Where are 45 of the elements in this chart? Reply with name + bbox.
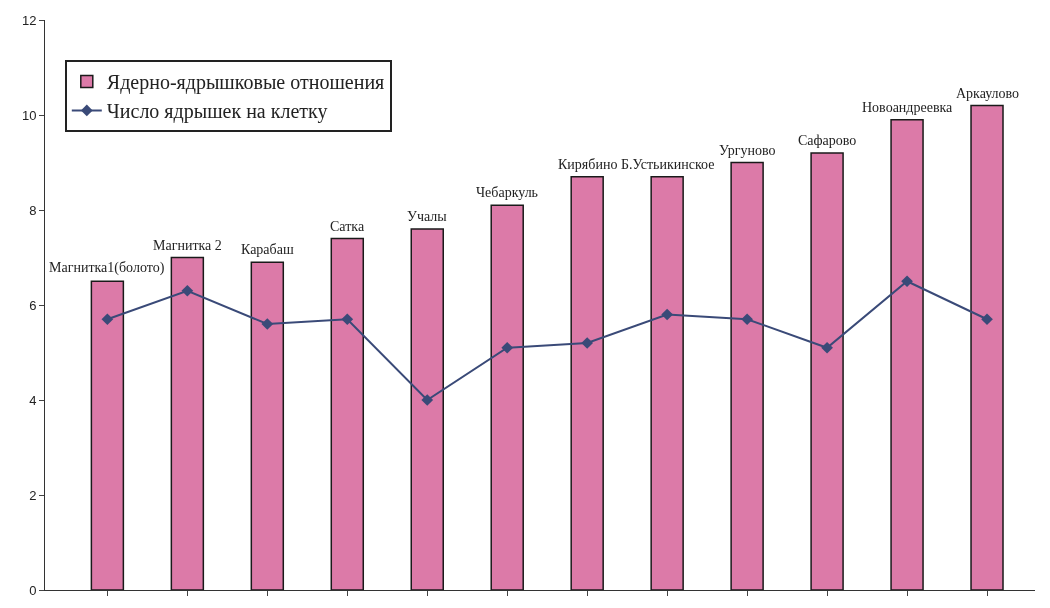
point [341, 313, 354, 326]
point [741, 313, 753, 326]
bar [90, 280, 125, 590]
y-tick-label: 6 [29, 297, 37, 313]
bar [570, 176, 604, 590]
bar [330, 237, 365, 590]
bar [890, 119, 924, 590]
x-tick-label: Б.Устьикинское [621, 157, 715, 172]
y-tick-label: 8 [29, 202, 37, 218]
x-tick-label: Сафарово [798, 133, 857, 148]
legend-label: Число ядрышек на клетку [106, 100, 328, 124]
bar [810, 152, 844, 590]
x-tick-label: Аркаулово [956, 86, 1020, 101]
point [101, 313, 114, 326]
point [901, 275, 913, 288]
point [821, 341, 833, 354]
point [661, 308, 673, 321]
x-tick-label: Магнитка 2 [153, 238, 222, 253]
bar [970, 104, 1004, 590]
y-tick-label: 10 [21, 107, 37, 123]
bar [410, 228, 444, 590]
point [421, 394, 434, 406]
bar [490, 204, 524, 590]
bar [170, 256, 205, 590]
x-tick-label: Сатка [330, 219, 365, 234]
point [501, 341, 514, 354]
y-tick-label: 12 [21, 12, 37, 28]
point [981, 313, 993, 326]
y-tick-label: 2 [29, 487, 37, 503]
x-tick-label: Новоандреевка [862, 100, 954, 115]
bar [730, 161, 764, 590]
point [181, 284, 194, 297]
y-tick-label: 4 [29, 392, 37, 408]
bar [650, 176, 684, 590]
x-tick-label: Учалы [407, 209, 448, 224]
x-tick-label: Ургуново [719, 143, 776, 158]
legend-label: Ядерно-ядрышковые отношения [106, 71, 385, 95]
x-tick-label: Кирябино [558, 157, 618, 172]
x-tick-label: Карабаш [241, 242, 294, 257]
y-tick-label: 0 [29, 582, 37, 598]
point [261, 318, 274, 330]
bar [250, 261, 285, 590]
x-tick-label: Магнитка1(болото) [49, 260, 165, 276]
point [581, 337, 594, 349]
x-tick-label: Чебаркуль [476, 185, 539, 200]
